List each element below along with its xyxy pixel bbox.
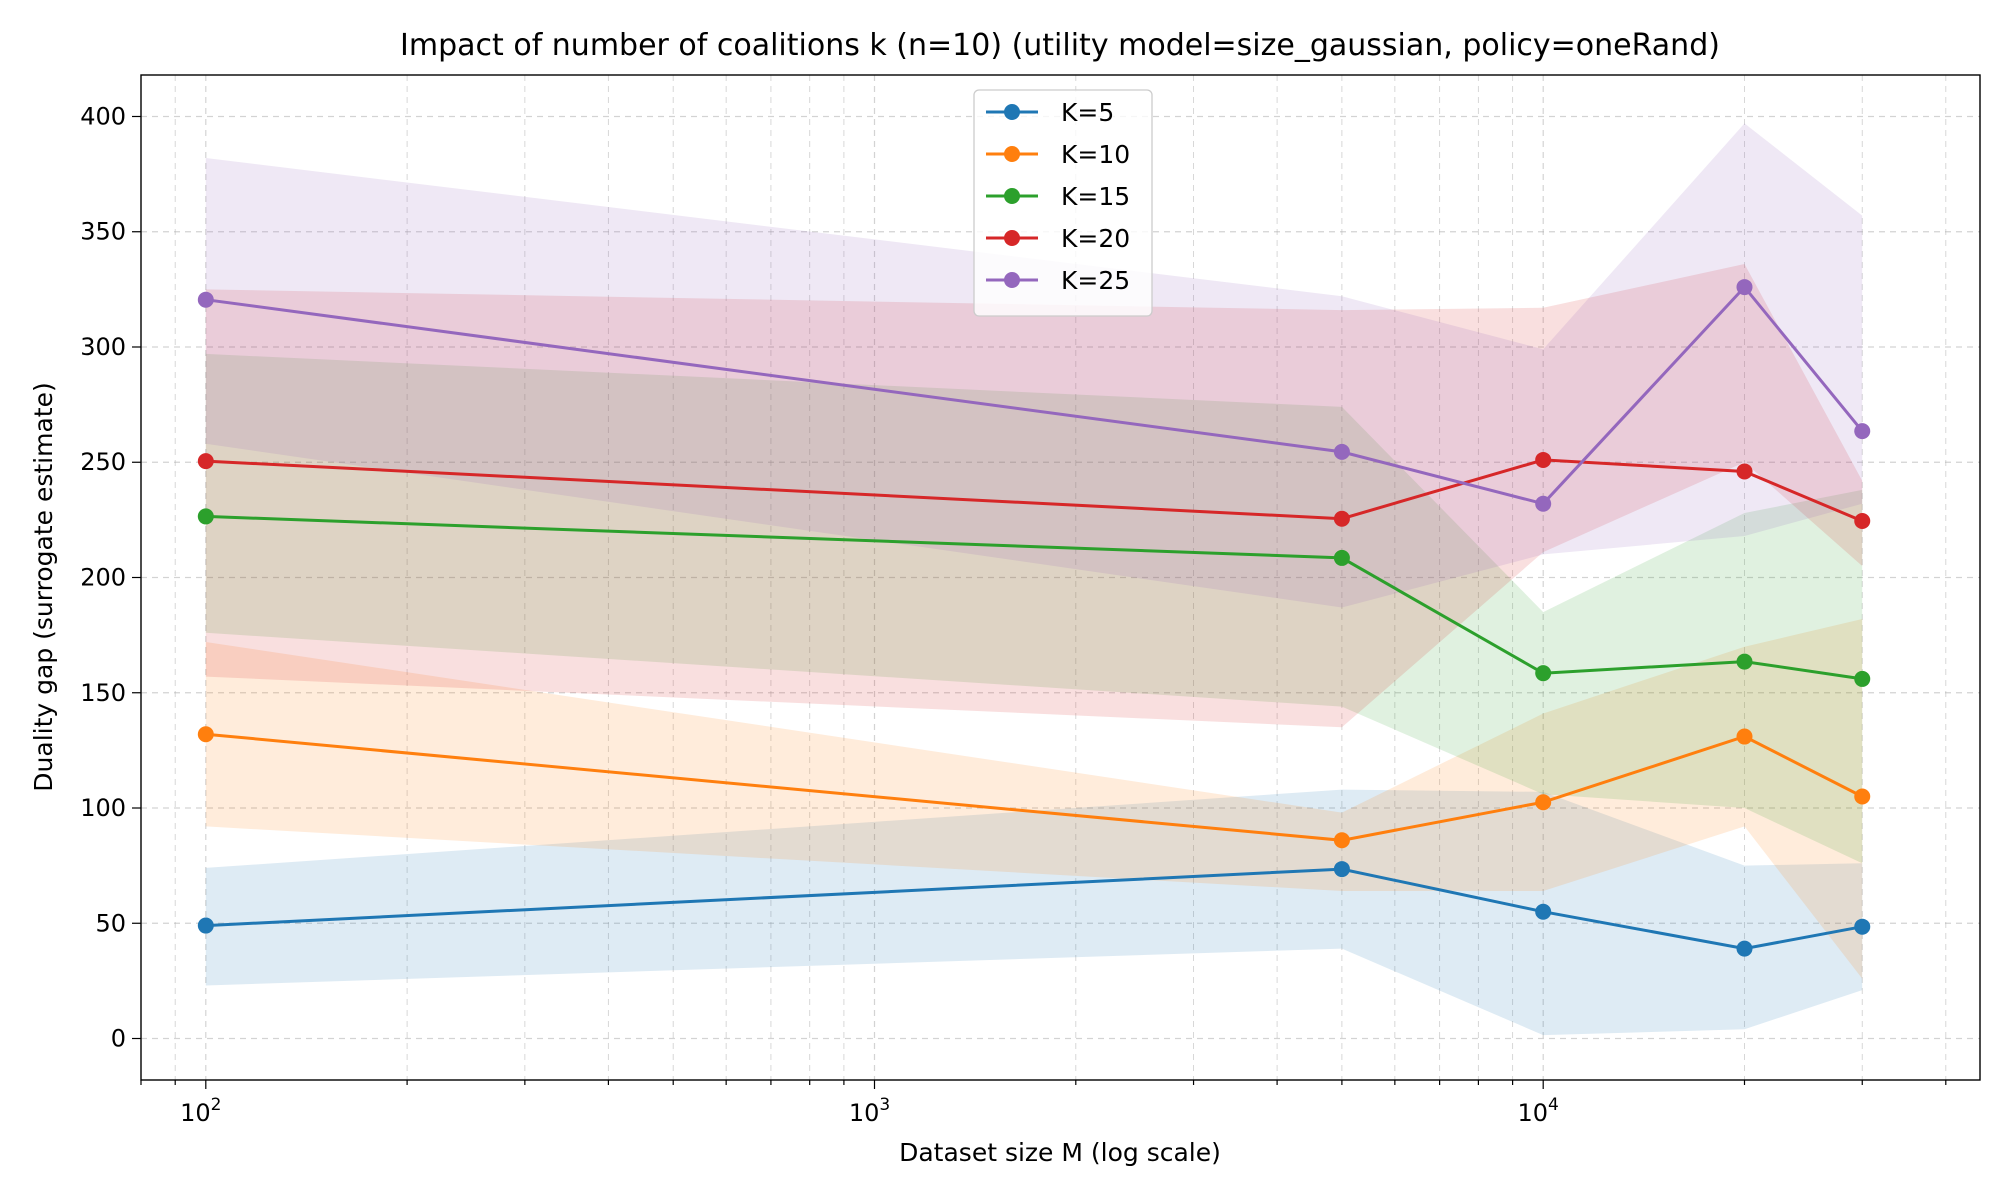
data-point-k10 bbox=[1854, 788, 1871, 805]
y-tick-label: 250 bbox=[80, 448, 126, 476]
x-tick-label: 104 bbox=[1518, 1095, 1559, 1127]
y-tick-label: 350 bbox=[80, 218, 126, 246]
data-point-k25 bbox=[1736, 279, 1753, 296]
axes: 0 50 100 150 200 250 300 350 400 102 103 104 bbox=[80, 74, 1981, 1127]
data-point-k10 bbox=[1535, 794, 1552, 811]
legend-label-k15: K=15 bbox=[1061, 182, 1130, 211]
data-point-k20 bbox=[1736, 463, 1753, 480]
legend-label-k5: K=5 bbox=[1061, 98, 1114, 127]
plot-frame bbox=[140, 74, 1981, 1081]
legend: K=5 K=10 K=15 K=20 K=25 bbox=[973, 89, 1153, 317]
legend-marker-k10 bbox=[1004, 146, 1020, 162]
legend-marker-k15 bbox=[1004, 188, 1020, 204]
data-point-k15 bbox=[1333, 549, 1350, 566]
data-point-k25 bbox=[1535, 495, 1552, 512]
y-tick-label: 50 bbox=[95, 909, 126, 937]
data-point-k10 bbox=[197, 726, 214, 743]
data-point-k10 bbox=[1333, 832, 1350, 849]
y-tick-label: 300 bbox=[80, 333, 126, 361]
y-tick-label: 150 bbox=[80, 679, 126, 707]
legend-label-k10: K=10 bbox=[1061, 140, 1130, 169]
data-point-k5 bbox=[1333, 861, 1350, 878]
data-point-k25 bbox=[1854, 423, 1871, 440]
data-point-k15 bbox=[1736, 653, 1753, 670]
data-point-k20 bbox=[1333, 510, 1350, 527]
series-lines bbox=[197, 279, 1871, 957]
legend-marker-k25 bbox=[1004, 272, 1020, 288]
legend-marker-k20 bbox=[1004, 230, 1020, 246]
x-axis-label: Dataset size M (log scale) bbox=[899, 1138, 1221, 1167]
y-tick-label: 100 bbox=[80, 794, 126, 822]
legend-label-k20: K=20 bbox=[1061, 224, 1130, 253]
data-point-k25 bbox=[197, 291, 214, 308]
chart-title: Impact of number of coalitions k (n=10) … bbox=[400, 28, 1720, 63]
data-point-k25 bbox=[1333, 443, 1350, 460]
x-tick-label: 103 bbox=[849, 1095, 890, 1127]
data-point-k5 bbox=[197, 917, 214, 934]
data-point-k5 bbox=[1535, 903, 1552, 920]
data-point-k5 bbox=[1854, 918, 1871, 935]
y-axis-label: Duality gap (surrogate estimate) bbox=[29, 382, 58, 791]
y-tick-label: 0 bbox=[111, 1025, 126, 1053]
y-tick-label: 200 bbox=[80, 564, 126, 592]
x-tick-label: 102 bbox=[180, 1095, 221, 1127]
band-k5 bbox=[205, 789, 1863, 1036]
data-point-k15 bbox=[197, 508, 214, 525]
data-point-k20 bbox=[1854, 513, 1871, 530]
data-point-k20 bbox=[1535, 451, 1552, 468]
data-point-k15 bbox=[1535, 665, 1552, 682]
data-point-k10 bbox=[1736, 728, 1753, 745]
legend-marker-k5 bbox=[1004, 104, 1020, 120]
band-k20 bbox=[205, 264, 1863, 728]
legend-box bbox=[973, 89, 1153, 317]
y-tick-label: 400 bbox=[80, 102, 126, 130]
data-point-k15 bbox=[1854, 670, 1871, 687]
band-k10 bbox=[205, 619, 1863, 979]
data-point-k5 bbox=[1736, 940, 1753, 957]
legend-label-k25: K=25 bbox=[1061, 266, 1130, 295]
data-point-k20 bbox=[197, 453, 214, 470]
